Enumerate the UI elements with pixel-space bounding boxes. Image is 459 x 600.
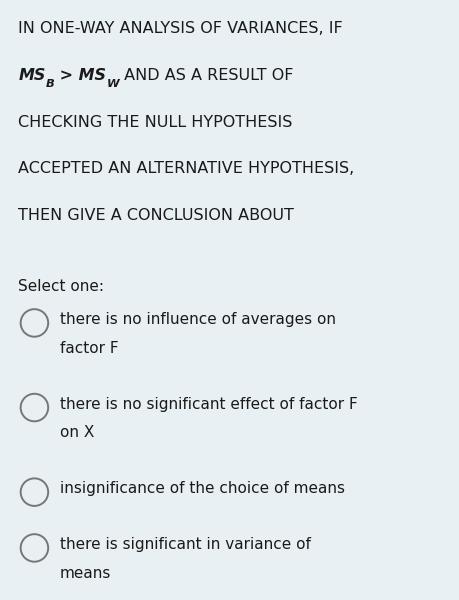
Text: MS: MS <box>18 68 46 83</box>
Text: on X: on X <box>60 425 94 440</box>
Text: Select one:: Select one: <box>18 279 104 294</box>
Text: W: W <box>106 79 119 89</box>
Text: there is significant in variance of: there is significant in variance of <box>60 537 311 552</box>
Ellipse shape <box>21 394 48 421</box>
Text: ACCEPTED AN ALTERNATIVE HYPOTHESIS,: ACCEPTED AN ALTERNATIVE HYPOTHESIS, <box>18 161 355 176</box>
Text: THEN GIVE A CONCLUSION ABOUT: THEN GIVE A CONCLUSION ABOUT <box>18 208 294 223</box>
Text: B: B <box>46 79 55 89</box>
Text: AND AS A RESULT OF: AND AS A RESULT OF <box>119 68 294 83</box>
Text: factor F: factor F <box>60 341 118 356</box>
Text: means: means <box>60 566 111 581</box>
Ellipse shape <box>21 534 48 562</box>
Text: CHECKING THE NULL HYPOTHESIS: CHECKING THE NULL HYPOTHESIS <box>18 115 293 130</box>
Ellipse shape <box>21 478 48 506</box>
Text: > MS: > MS <box>55 68 106 83</box>
Text: there is no significant effect of factor F: there is no significant effect of factor… <box>60 397 358 412</box>
Text: insignificance of the choice of means: insignificance of the choice of means <box>60 481 345 496</box>
Ellipse shape <box>21 309 48 337</box>
Text: there is no influence of averages on: there is no influence of averages on <box>60 312 336 327</box>
Text: IN ONE-WAY ANALYSIS OF VARIANCES, IF: IN ONE-WAY ANALYSIS OF VARIANCES, IF <box>18 21 343 36</box>
